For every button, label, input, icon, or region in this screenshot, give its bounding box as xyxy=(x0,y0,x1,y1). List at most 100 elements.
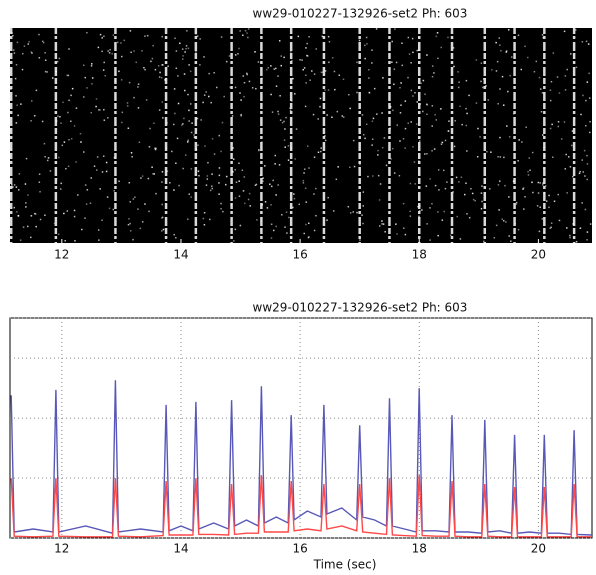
noise-dot xyxy=(144,35,146,37)
noise-dot xyxy=(111,53,113,55)
noise-dot xyxy=(349,212,352,214)
noise-dot xyxy=(177,75,179,77)
noise-dot xyxy=(246,72,248,75)
noise-dot xyxy=(324,135,326,137)
noise-dot xyxy=(103,119,106,121)
noise-dot xyxy=(188,64,190,66)
noise-dot xyxy=(284,226,286,228)
noise-dot xyxy=(98,239,100,241)
noise-dot xyxy=(126,105,129,107)
noise-dot xyxy=(211,185,213,187)
noise-dot xyxy=(563,30,566,33)
noise-dot xyxy=(502,219,505,222)
noise-dot xyxy=(254,184,257,186)
noise-dot xyxy=(175,236,177,239)
noise-dot xyxy=(470,187,472,190)
noise-dot xyxy=(299,59,301,61)
noise-dot xyxy=(317,118,319,120)
noise-dot xyxy=(538,230,541,233)
noise-dot xyxy=(130,51,132,54)
noise-dot xyxy=(196,117,199,120)
noise-dot xyxy=(96,169,98,171)
noise-dot xyxy=(112,208,115,211)
noise-dot xyxy=(153,173,155,175)
noise-dot xyxy=(537,192,540,194)
noise-dot xyxy=(396,233,398,235)
noise-dot xyxy=(199,38,201,40)
noise-dot xyxy=(13,52,16,54)
noise-dot xyxy=(522,187,525,189)
x-tick-label: 20 xyxy=(531,542,546,556)
noise-dot xyxy=(123,39,126,42)
noise-dot xyxy=(544,185,547,187)
noise-dot xyxy=(237,52,239,55)
noise-dot xyxy=(486,150,488,153)
noise-dot xyxy=(184,154,187,156)
noise-dot xyxy=(522,188,524,190)
noise-dot xyxy=(508,235,510,237)
noise-dot xyxy=(305,82,307,84)
noise-dot xyxy=(465,182,467,184)
noise-dot xyxy=(414,183,417,185)
noise-dot xyxy=(425,185,428,187)
noise-dot xyxy=(213,153,216,155)
noise-dot xyxy=(86,87,88,89)
noise-dot xyxy=(400,82,402,84)
noise-dot xyxy=(408,53,411,55)
noise-dot xyxy=(220,150,222,153)
noise-dot xyxy=(302,68,304,71)
noise-dot xyxy=(228,55,231,57)
noise-dot xyxy=(239,224,242,227)
noise-dot xyxy=(264,201,267,203)
noise-dot xyxy=(102,69,105,71)
noise-dot xyxy=(444,139,447,142)
noise-dot xyxy=(106,196,109,198)
noise-dot xyxy=(42,41,45,44)
noise-dot xyxy=(238,162,240,165)
noise-dot xyxy=(161,64,163,66)
noise-dot xyxy=(18,189,20,191)
noise-dot xyxy=(396,124,398,126)
noise-dot xyxy=(279,119,282,121)
noise-dot xyxy=(520,68,523,71)
noise-dot xyxy=(120,42,122,44)
noise-dot xyxy=(403,227,405,229)
noise-dot xyxy=(293,193,295,195)
noise-dot xyxy=(83,151,85,153)
noise-dot xyxy=(563,121,566,123)
noise-dot xyxy=(359,163,361,166)
noise-dot xyxy=(527,170,529,173)
noise-dot xyxy=(317,151,320,154)
noise-dot xyxy=(255,183,258,186)
noise-dot xyxy=(321,35,324,38)
noise-dot xyxy=(151,166,153,168)
noise-dot xyxy=(59,116,61,118)
noise-dot xyxy=(431,202,433,205)
noise-dot xyxy=(58,57,61,60)
noise-dot xyxy=(46,71,48,73)
x-axis-label: Time (sec) xyxy=(313,558,377,572)
noise-dot xyxy=(19,239,22,241)
noise-dot xyxy=(101,50,103,53)
noise-dot xyxy=(557,120,560,123)
noise-dot xyxy=(208,95,210,98)
noise-dot xyxy=(121,121,123,124)
noise-dot xyxy=(490,151,492,153)
noise-dot xyxy=(137,83,140,85)
noise-dot xyxy=(304,168,306,170)
noise-dot xyxy=(274,154,276,157)
noise-dot xyxy=(208,218,211,221)
noise-dot xyxy=(86,189,89,191)
noise-dot xyxy=(12,34,14,37)
noise-dot xyxy=(515,201,518,204)
noise-dot xyxy=(452,47,455,49)
noise-dot xyxy=(148,146,151,148)
line-title: ww29-010227-132926-set2 Ph: 603 xyxy=(253,301,468,315)
noise-dot xyxy=(302,179,305,182)
noise-dot xyxy=(44,59,47,61)
noise-dot xyxy=(550,80,553,83)
noise-dot xyxy=(154,68,157,71)
noise-dot xyxy=(564,75,567,77)
noise-dot xyxy=(293,197,296,200)
noise-dot xyxy=(99,188,101,190)
